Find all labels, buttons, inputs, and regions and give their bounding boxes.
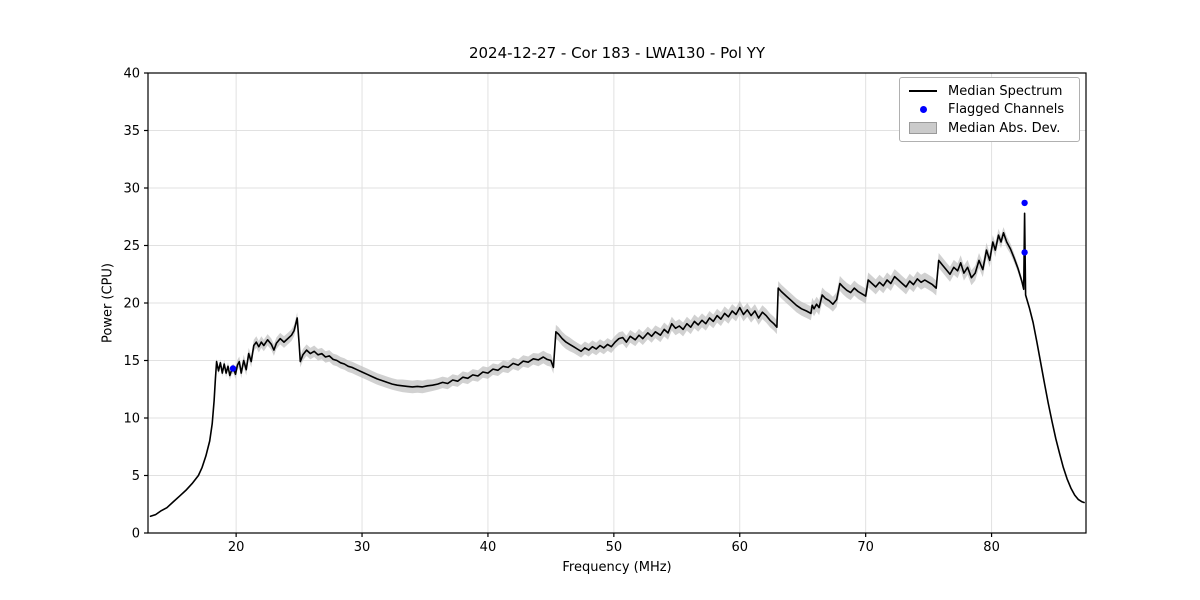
x-tick-label: 80	[983, 540, 1000, 555]
y-tick-label: 5	[132, 469, 140, 484]
y-tick-label: 40	[123, 67, 140, 82]
y-axis-label: Power (CPU)	[100, 262, 116, 344]
y-tick-label: 15	[123, 354, 140, 369]
y-tick-label: 10	[123, 412, 140, 427]
legend-item-median-abs-dev: Median Abs. Dev.	[908, 121, 1073, 136]
x-axis-label: Frequency (MHz)	[562, 560, 672, 575]
legend-line-sample-icon	[908, 90, 938, 92]
legend-dot-sample-icon	[908, 106, 938, 113]
x-tick-label: 40	[480, 540, 497, 555]
legend: Median Spectrum Flagged Channels Median …	[899, 77, 1080, 142]
flagged-channel-dot	[229, 365, 237, 372]
flagged-channel-dot	[1021, 199, 1028, 207]
y-tick-label: 30	[123, 182, 140, 197]
legend-label-flagged-channels: Flagged Channels	[948, 102, 1065, 117]
y-tick-label: 20	[123, 297, 140, 312]
flagged-channel-dot	[1021, 249, 1028, 256]
x-tick-label: 50	[606, 540, 623, 555]
x-tick-label: 70	[857, 540, 874, 555]
x-tick-label: 30	[354, 540, 371, 555]
legend-item-flagged-channels: Flagged Channels	[908, 102, 1073, 117]
legend-patch-sample-icon	[908, 122, 938, 134]
mad-band	[150, 213, 1085, 517]
x-tick-label: 60	[731, 540, 748, 555]
legend-label-median-spectrum: Median Spectrum	[948, 83, 1063, 99]
legend-label-median-abs-dev: Median Abs. Dev.	[948, 120, 1061, 136]
legend-item-median-spectrum: Median Spectrum	[908, 84, 1073, 99]
y-tick-label: 0	[132, 527, 140, 542]
x-tick-label: 20	[228, 540, 245, 555]
y-tick-label: 25	[123, 239, 140, 254]
y-tick-label: 35	[123, 124, 140, 139]
median-spectrum-line	[149, 212, 1085, 518]
plot-title: 2024-12-27 - Cor 183 - LWA130 - Pol YY	[468, 44, 766, 62]
